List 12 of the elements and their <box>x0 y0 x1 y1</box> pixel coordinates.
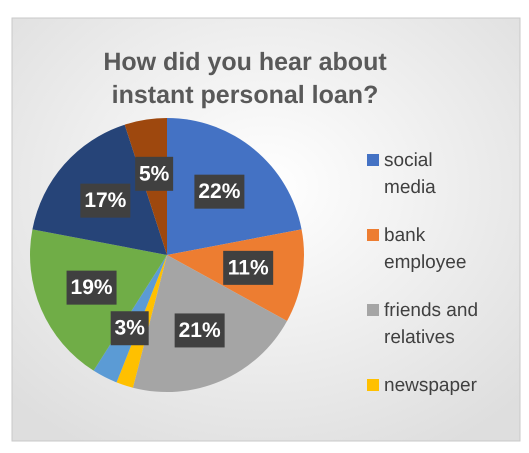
legend-label: bank employee <box>384 224 466 272</box>
legend-label: social media <box>384 150 436 198</box>
data-label: 11% <box>228 256 269 280</box>
data-label: 22% <box>198 180 241 204</box>
data-label: 17% <box>84 189 127 212</box>
chart-title: How did you hear about instant personal loan? <box>103 48 388 109</box>
data-label: 3% <box>114 316 146 340</box>
data-label: 21% <box>178 318 221 342</box>
legend-label: newspaper <box>384 374 478 396</box>
data-label: 19% <box>70 276 113 300</box>
data-label: 5% <box>138 162 170 186</box>
legend-label: friends and relatives <box>384 300 478 348</box>
